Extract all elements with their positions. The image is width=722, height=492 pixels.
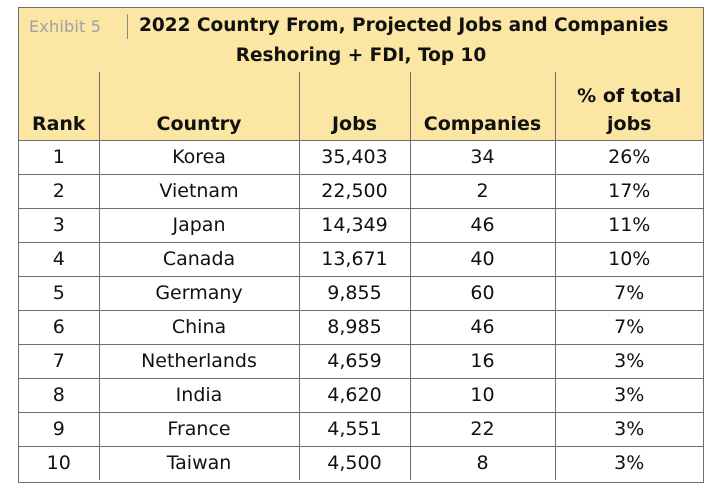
cell-pct: 3% (554, 446, 703, 480)
cell-jobs: 14,349 (298, 208, 410, 243)
cell-rank: 8 (19, 378, 99, 413)
cell-pct: 11% (554, 208, 703, 243)
table-row: 3 Japan 14,349 46 11% (19, 208, 703, 243)
chart-title-line-2: Reshoring + FDI, Top 10 (235, 45, 487, 66)
cell-rank: 6 (19, 310, 99, 345)
cell-country: Germany (98, 276, 299, 311)
cell-companies: 34 (409, 140, 555, 175)
cell-pct: 3% (554, 378, 703, 413)
table-body: 1 Korea 35,403 34 26% 2 Vietnam 22,500 2 17% 3 Japa… (19, 140, 703, 480)
table-row: 7 Netherlands 4,659 16 3% (19, 344, 703, 379)
cell-country: Korea (98, 140, 299, 175)
table-row: 1 Korea 35,403 34 26% (19, 140, 703, 175)
cell-jobs: 13,671 (298, 242, 410, 277)
cell-rank: 4 (19, 242, 99, 277)
cell-country: Netherlands (98, 344, 299, 379)
cell-jobs: 22,500 (298, 174, 410, 209)
table-row: 4 Canada 13,671 40 10% (19, 242, 703, 277)
data-table: Rank Country Jobs Companies % of total j… (19, 72, 703, 480)
cell-rank: 5 (19, 276, 99, 311)
exhibit-separator (127, 14, 128, 39)
column-header-country: Country (98, 72, 299, 141)
cell-jobs: 4,620 (298, 378, 410, 413)
cell-country: Canada (98, 242, 299, 277)
cell-companies: 8 (409, 446, 555, 480)
cell-companies: 46 (409, 310, 555, 345)
column-header-rank: Rank (19, 72, 99, 141)
cell-jobs: 4,551 (298, 412, 410, 447)
cell-rank: 2 (19, 174, 99, 209)
column-header-companies: Companies (409, 72, 555, 141)
cell-pct: 10% (554, 242, 703, 277)
cell-country: Vietnam (98, 174, 299, 209)
exhibit-label: Exhibit 5 (29, 17, 102, 36)
column-header-pct-line-1: % of total (577, 85, 682, 107)
cell-pct: 17% (554, 174, 703, 209)
cell-pct: 26% (554, 140, 703, 175)
cell-companies: 46 (409, 208, 555, 243)
cell-pct: 3% (554, 412, 703, 447)
column-header-jobs: Jobs (298, 72, 410, 141)
cell-country: France (98, 412, 299, 447)
header-row: Rank Country Jobs Companies % of total j… (19, 72, 703, 141)
table-row: 9 France 4,551 22 3% (19, 412, 703, 447)
cell-jobs: 8,985 (298, 310, 410, 345)
column-header-pct-line-2: jobs (607, 113, 652, 135)
cell-pct: 3% (554, 344, 703, 379)
cell-companies: 10 (409, 378, 555, 413)
cell-rank: 3 (19, 208, 99, 243)
table-row: 6 China 8,985 46 7% (19, 310, 703, 345)
cell-country: Japan (98, 208, 299, 243)
cell-rank: 1 (52, 146, 65, 168)
cell-companies: 40 (409, 242, 555, 277)
table-row: 8 India 4,620 10 3% (19, 378, 703, 413)
cell-rank: 9 (19, 412, 99, 447)
column-header-pct: % of total jobs (554, 72, 703, 141)
cell-rank: 10 (19, 446, 99, 480)
table-row: 10 Taiwan 4,500 8 3% (19, 446, 703, 480)
table-row: 5 Germany 9,855 60 7% (19, 276, 703, 311)
exhibit-frame: Exhibit 5 2022 Country From, Projected J… (18, 7, 704, 483)
cell-companies: 2 (409, 174, 555, 209)
cell-country: China (98, 310, 299, 345)
cell-companies: 22 (409, 412, 555, 447)
cell-pct: 7% (554, 310, 703, 345)
cell-rank: 7 (19, 344, 99, 379)
cell-jobs: 4,659 (298, 344, 410, 379)
cell-companies: 60 (409, 276, 555, 311)
cell-jobs: 4,500 (298, 446, 410, 480)
table-row: 2 Vietnam 22,500 2 17% (19, 174, 703, 209)
cell-companies: 16 (409, 344, 555, 379)
cell-pct: 7% (554, 276, 703, 311)
cell-country: Taiwan (98, 446, 299, 480)
cell-country: India (98, 378, 299, 413)
chart-title-line-1: 2022 Country From, Projected Jobs and Co… (139, 15, 669, 36)
cell-jobs: 9,855 (298, 276, 410, 311)
title-band: Exhibit 5 2022 Country From, Projected J… (19, 8, 703, 73)
cell-jobs: 35,403 (298, 140, 410, 175)
